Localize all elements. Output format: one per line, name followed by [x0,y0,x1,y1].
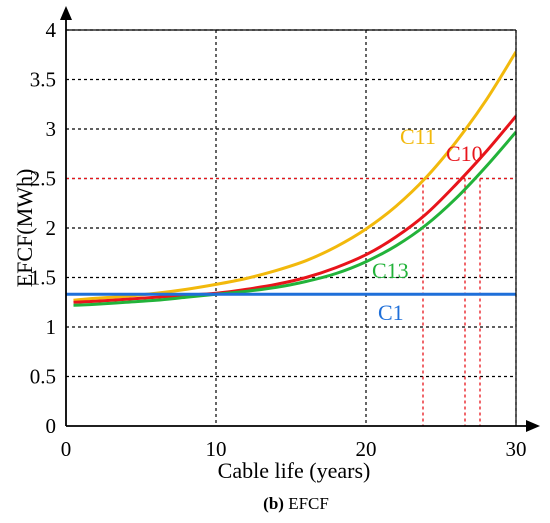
series-label-c13: C13 [372,258,409,283]
x-axis-label: Cable life (years) [218,458,371,483]
x-tick-label: 10 [206,437,227,461]
series-label-c10: C10 [446,141,483,166]
y-tick-label: 0 [46,414,57,438]
y-tick-label: 3.5 [30,68,56,92]
caption: (b) EFCF [263,494,329,513]
y-tick-label: 0.5 [30,365,56,389]
series-line-c13 [73,131,516,307]
series-line-c10 [73,115,516,304]
series-label-c1: C1 [378,300,404,325]
x-tick-label: 0 [61,437,72,461]
caption-letter: (b) [263,494,284,513]
y-tick-label: 4 [46,18,57,42]
y-axis-arrow-icon [60,6,72,20]
y-tick-label: 2.5 [30,167,56,191]
tick-labels: 0 0.5 1 1.5 2 2.5 3 3.5 4 0 10 20 30 [30,18,527,461]
x-tick-label: 30 [506,437,527,461]
y-tick-label: 1 [46,315,57,339]
y-axis-label: EFCF(MWh) [12,169,37,288]
series-label-c11: C11 [400,124,436,149]
y-tick-label: 3 [46,117,57,141]
grid-lines [66,29,517,426]
x-tick-label: 20 [356,437,377,461]
x-axis-arrow-icon [526,420,540,432]
caption-text: EFCF [284,494,329,513]
axes [60,6,540,432]
reference-lines [66,177,516,426]
y-tick-label: 2 [46,216,57,240]
y-tick-label: 1.5 [30,266,56,290]
series-lines [66,51,516,307]
series-line-c11 [73,51,516,302]
